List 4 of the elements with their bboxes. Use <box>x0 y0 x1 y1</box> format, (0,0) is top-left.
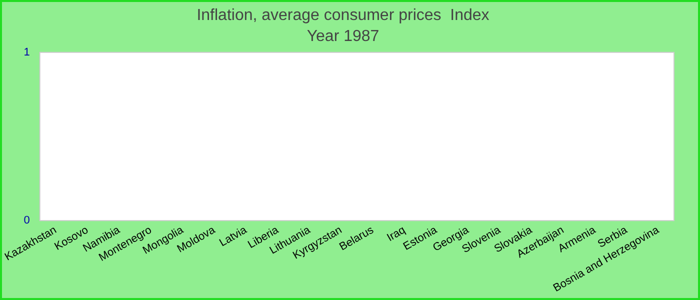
y-tick-label: 1 <box>24 46 30 58</box>
chart-title: Inflation, average consumer prices Index <box>196 7 490 24</box>
chart-subtitle: Year 1987 <box>306 28 380 46</box>
y-tick-label: 0 <box>24 214 30 227</box>
